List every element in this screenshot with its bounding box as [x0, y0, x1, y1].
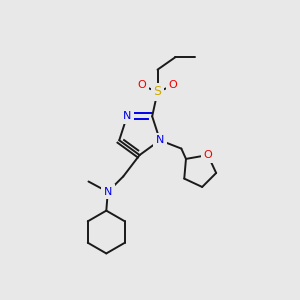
Text: O: O	[169, 80, 177, 90]
Text: N: N	[103, 187, 112, 197]
Text: N: N	[156, 135, 164, 145]
Text: O: O	[138, 80, 146, 90]
Text: S: S	[154, 85, 161, 98]
Text: O: O	[203, 150, 212, 160]
Text: N: N	[123, 111, 131, 121]
